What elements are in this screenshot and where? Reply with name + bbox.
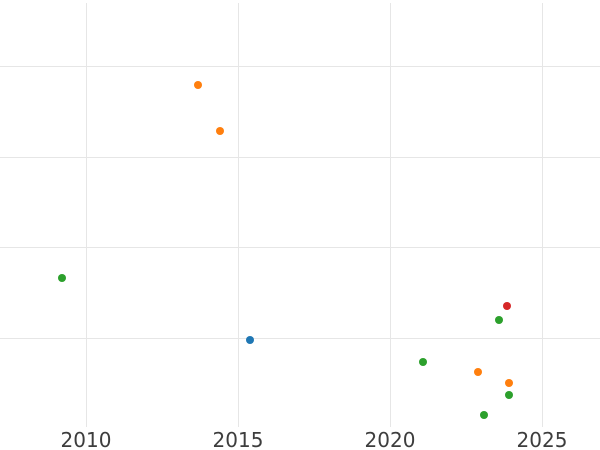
- h-gridline: [0, 66, 600, 67]
- data-point-green: [419, 358, 428, 367]
- h-gridline: [0, 156, 600, 158]
- v-gridline: [541, 3, 543, 427]
- h-gridline: [0, 337, 600, 339]
- data-point-red: [503, 302, 512, 311]
- h-gridline: [0, 247, 600, 248]
- x-tick-label: 2010: [60, 428, 112, 450]
- data-point-orange: [504, 379, 513, 388]
- data-point-green: [480, 410, 489, 419]
- data-point-orange: [215, 126, 224, 135]
- v-gridline: [237, 3, 239, 427]
- data-point-blue: [246, 336, 255, 345]
- data-point-orange: [474, 367, 483, 376]
- data-point-green: [504, 390, 513, 399]
- v-gridline: [85, 3, 87, 427]
- x-tick-label: 2025: [516, 428, 568, 450]
- v-gridline: [389, 3, 391, 427]
- data-point-green: [57, 274, 66, 283]
- data-point-orange: [194, 80, 203, 89]
- x-tick-label: 2020: [364, 428, 416, 450]
- data-point-green: [495, 315, 504, 324]
- x-tick-label: 2015: [212, 428, 264, 450]
